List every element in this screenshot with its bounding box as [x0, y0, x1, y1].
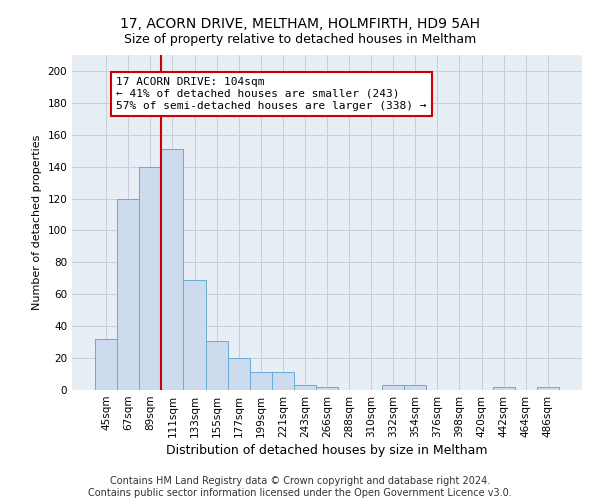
- Text: Size of property relative to detached houses in Meltham: Size of property relative to detached ho…: [124, 32, 476, 46]
- Bar: [161, 149, 184, 390]
- X-axis label: Distribution of detached houses by size in Meltham: Distribution of detached houses by size …: [166, 444, 488, 457]
- Bar: [95, 339, 117, 390]
- Y-axis label: Number of detached properties: Number of detached properties: [32, 135, 42, 310]
- Bar: [184, 280, 206, 390]
- Bar: [272, 372, 294, 390]
- Bar: [493, 387, 515, 390]
- Bar: [294, 385, 316, 390]
- Bar: [250, 372, 272, 390]
- Bar: [316, 387, 338, 390]
- Bar: [206, 340, 227, 390]
- Text: Contains HM Land Registry data © Crown copyright and database right 2024.
Contai: Contains HM Land Registry data © Crown c…: [88, 476, 512, 498]
- Text: 17 ACORN DRIVE: 104sqm
← 41% of detached houses are smaller (243)
57% of semi-de: 17 ACORN DRIVE: 104sqm ← 41% of detached…: [116, 78, 427, 110]
- Bar: [537, 387, 559, 390]
- Bar: [404, 385, 427, 390]
- Text: 17, ACORN DRIVE, MELTHAM, HOLMFIRTH, HD9 5AH: 17, ACORN DRIVE, MELTHAM, HOLMFIRTH, HD9…: [120, 18, 480, 32]
- Bar: [117, 198, 139, 390]
- Bar: [382, 385, 404, 390]
- Bar: [227, 358, 250, 390]
- Bar: [139, 166, 161, 390]
